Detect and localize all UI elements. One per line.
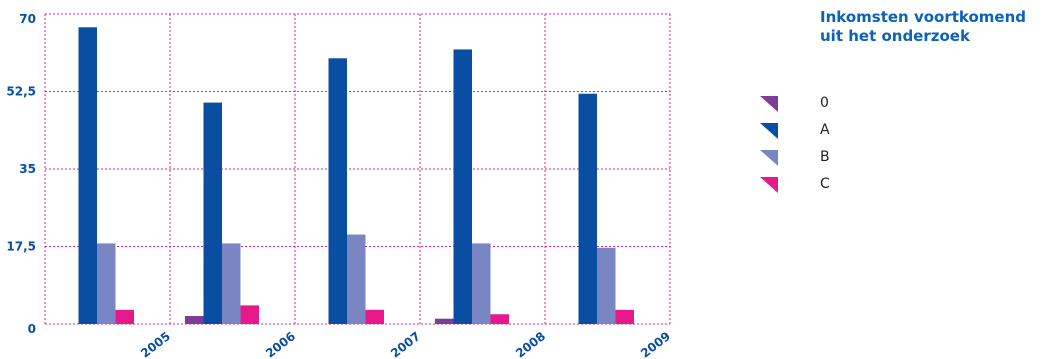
chart-bars	[78, 27, 634, 325]
legend-swatch	[760, 123, 778, 139]
bar-2005-series-C	[115, 309, 134, 324]
bar-2009-series-A	[578, 93, 597, 324]
x-tick-label: 2008	[513, 329, 548, 359]
y-tick-label: 70	[19, 12, 36, 26]
x-axis-ticks: 2005 2006 2007 2008 2009	[138, 329, 673, 359]
y-tick-label: 17,5	[6, 240, 36, 254]
legend-label: C	[820, 176, 830, 192]
legend-swatch	[760, 96, 778, 112]
x-tick-label: 2006	[263, 329, 298, 359]
legend-label: B	[820, 149, 830, 165]
legend-swatch	[760, 150, 778, 166]
chart-grid	[44, 13, 671, 325]
bar-2008-series-A	[453, 49, 472, 325]
bar-2007-series-A	[328, 58, 347, 325]
bar-2006-series-B	[222, 243, 241, 324]
legend-swatch	[760, 177, 778, 193]
y-tick-label: 0	[28, 322, 36, 336]
bar-2007-series-B	[347, 234, 366, 324]
y-tick-label: 52,5	[6, 85, 36, 99]
y-tick-label: 35	[19, 162, 36, 176]
legend-label: 0	[820, 95, 829, 111]
bar-2008-series-0	[435, 318, 454, 324]
bar-2006-series-A	[203, 102, 222, 324]
bar-2006-series-0	[185, 316, 204, 324]
chart-title: Inkomsten voortkomend uit het onderzoek	[820, 8, 1026, 45]
legend: Inkomsten voortkomend uit het onderzoek …	[760, 8, 1040, 193]
bar-2005-series-B	[97, 243, 116, 324]
bar-2009-series-B	[597, 247, 616, 324]
bar-2006-series-C	[240, 305, 259, 324]
x-tick-label: 2009	[638, 329, 673, 359]
bar-2008-series-C	[490, 314, 509, 324]
bar-chart: 0 17,5 35 52,5 70 2005 2006 2007 2008 2009	[6, 12, 673, 359]
bar-2005-series-A	[78, 27, 97, 325]
x-tick-label: 2005	[138, 329, 173, 359]
bar-2007-series-C	[365, 309, 384, 324]
y-axis-ticks: 0 17,5 35 52,5 70	[6, 12, 36, 336]
bar-2009-series-C	[615, 309, 634, 324]
legend-label: A	[820, 122, 830, 138]
x-tick-label: 2007	[388, 329, 423, 359]
bar-2008-series-B	[472, 243, 491, 324]
